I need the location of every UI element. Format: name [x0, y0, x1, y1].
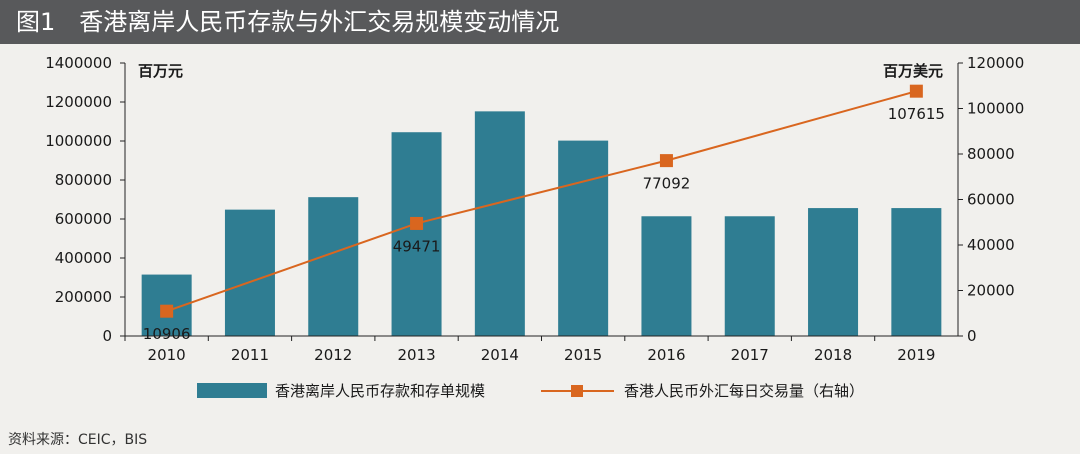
legend-line-marker	[571, 385, 583, 397]
left-tick-label: 1200000	[45, 93, 112, 111]
right-tick-label: 60000	[967, 191, 1015, 209]
right-tick-label: 120000	[967, 54, 1024, 72]
right-tick-label: 80000	[967, 145, 1015, 163]
x-tick-label: 2015	[564, 346, 602, 364]
line-series: 10906 49471 77092 107615	[143, 84, 945, 343]
line-point	[160, 304, 174, 318]
x-tick-label: 2016	[647, 346, 685, 364]
legend: 香港离岸人民币存款和存单规模 香港人民币外汇每日交易量（右轴）	[197, 382, 864, 400]
line-data-label: 10906	[143, 325, 191, 343]
left-tick-label: 200000	[55, 288, 112, 306]
bar	[641, 216, 692, 336]
tick-labels: 0200000400000600000800000100000012000001…	[45, 54, 1024, 364]
legend-line-label: 香港人民币外汇每日交易量（右轴）	[624, 382, 864, 400]
left-tick-label: 1000000	[45, 132, 112, 150]
x-tick-label: 2014	[481, 346, 519, 364]
title-bar: 图1 香港离岸人民币存款与外汇交易规模变动情况	[0, 0, 1080, 44]
source-note: 资料来源：CEIC，BIS	[8, 432, 148, 448]
bar	[308, 197, 359, 336]
x-tick-label: 2010	[148, 346, 186, 364]
line-point	[410, 216, 424, 230]
chart-title: 图1 香港离岸人民币存款与外汇交易规模变动情况	[16, 8, 560, 36]
x-tick-label: 2018	[814, 346, 852, 364]
line-point	[659, 154, 673, 168]
left-tick-label: 400000	[55, 249, 112, 267]
legend-bar-label: 香港离岸人民币存款和存单规模	[275, 382, 485, 400]
right-tick-label: 100000	[967, 100, 1024, 118]
bar	[808, 208, 859, 336]
legend-bar-swatch	[197, 383, 267, 398]
axes	[120, 62, 963, 341]
line-path	[166, 90, 917, 313]
x-tick-label: 2013	[397, 346, 435, 364]
line-point	[909, 84, 923, 98]
left-tick-label: 800000	[55, 171, 112, 189]
line-data-label: 49471	[393, 237, 441, 255]
x-tick-label: 2011	[231, 346, 269, 364]
left-tick-label: 1400000	[45, 54, 112, 72]
right-tick-label: 20000	[967, 282, 1015, 300]
right-tick-label: 0	[967, 327, 977, 345]
bar	[474, 111, 525, 336]
x-tick-label: 2017	[731, 346, 769, 364]
left-axis-unit: 百万元	[138, 62, 183, 80]
bar	[224, 209, 275, 336]
right-tick-label: 40000	[967, 236, 1015, 254]
left-tick-label: 0	[102, 327, 112, 345]
line-data-label: 77092	[643, 175, 691, 193]
bar	[724, 216, 775, 336]
bar	[558, 140, 609, 336]
left-tick-label: 600000	[55, 210, 112, 228]
right-axis-unit: 百万美元	[883, 62, 943, 80]
line-data-label: 107615	[888, 105, 945, 123]
x-tick-label: 2019	[897, 346, 935, 364]
bar-series	[141, 111, 942, 336]
x-tick-label: 2012	[314, 346, 352, 364]
bar	[391, 132, 442, 336]
bar	[891, 208, 942, 336]
